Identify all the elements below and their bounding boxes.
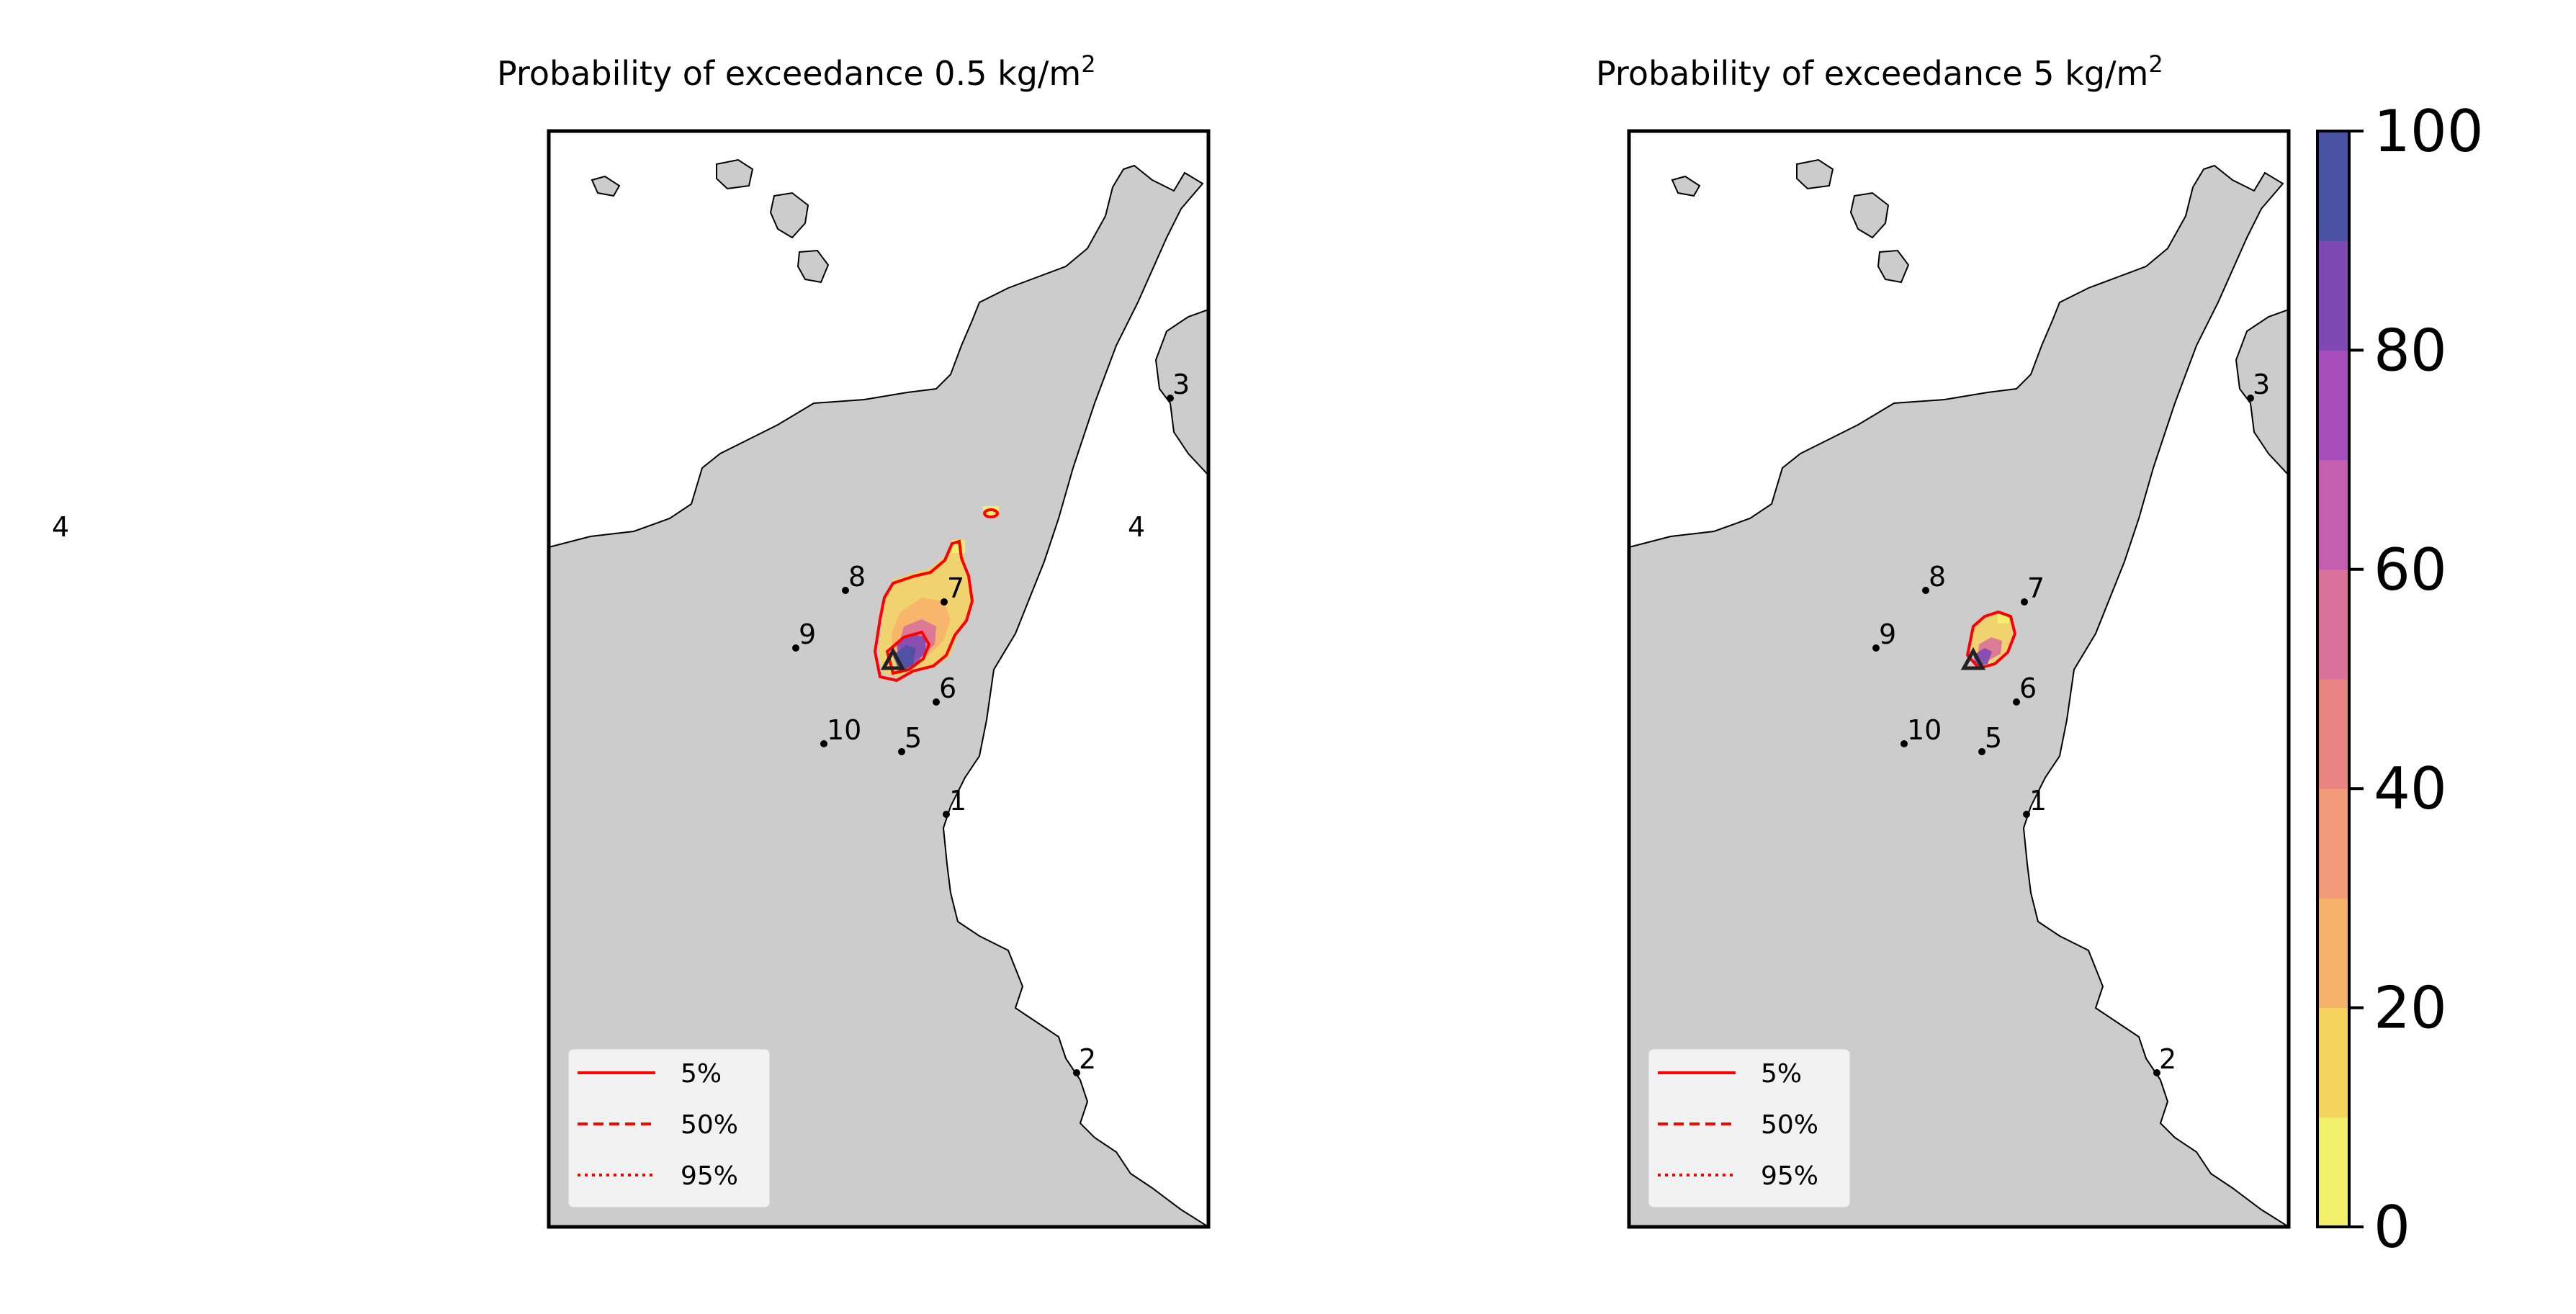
site-label: 1 — [949, 785, 966, 816]
colorbar-tick-label: 0 — [2374, 1194, 2410, 1261]
colorbar-segment — [2317, 1117, 2349, 1228]
site-label: 8 — [848, 561, 866, 593]
volcano-marker — [1960, 647, 1986, 670]
site-label: 10 — [1907, 714, 1942, 746]
legend-item-5: 5% — [681, 1059, 722, 1089]
island-3 — [1849, 192, 1890, 239]
map-right: Probability of exceedance 5 kg/m2 — [1596, 50, 2291, 1229]
island-4 — [1877, 249, 1910, 284]
site-label: 10 — [827, 714, 861, 746]
site-label: 3 — [2253, 369, 2270, 400]
site-label: 3 — [1172, 369, 1190, 400]
legend-item-5: 5% — [1761, 1059, 1802, 1089]
legend-item-50: 50% — [1761, 1110, 1818, 1140]
site-label: 7 — [2027, 572, 2045, 604]
sites-left: 1 2 3 4 5 6 7 8 9 10 — [792, 369, 1190, 1076]
colorbar-segment — [2317, 350, 2349, 461]
contour-5pct-left — [873, 539, 974, 683]
sites-right: 1 2 3 5 6 7 8 9 10 — [1872, 369, 2270, 1076]
island-1 — [591, 175, 621, 197]
colorbar-segment — [2317, 240, 2349, 351]
colorbar-ticks: 0 20 40 60 80 100 — [2349, 98, 2484, 1261]
site-label: 8 — [1929, 561, 1946, 593]
island-2 — [1796, 158, 1834, 190]
legend-right: 5% 50% 95% — [1646, 1047, 1852, 1210]
colorbar-segment — [2317, 131, 2349, 241]
map-left: Probability of exceedance 0.5 kg/m2 — [497, 50, 1211, 1229]
site-label: 4 — [1128, 511, 1145, 543]
colorbar-segment — [2317, 679, 2349, 789]
contour-5pct-right — [1965, 610, 2017, 670]
colorbar-segments — [2317, 131, 2349, 1228]
site-label: 1 — [2029, 785, 2047, 816]
site-label: 5 — [1985, 722, 2002, 754]
site-label: 9 — [1879, 618, 1896, 650]
map-left-frame — [547, 129, 1211, 1229]
map-right-frame — [1627, 129, 2291, 1229]
map-left-title: Probability of exceedance 0.5 kg/m2 — [497, 50, 1096, 93]
legend-item-50: 50% — [681, 1110, 738, 1140]
colorbar-tick-label: 40 — [2374, 755, 2447, 822]
colorbar-segment — [2317, 788, 2349, 899]
island-1 — [1671, 175, 1701, 197]
legend-item-95: 95% — [1761, 1161, 1818, 1191]
legend-item-95: 95% — [681, 1161, 738, 1191]
exceedance-field-left — [873, 506, 999, 683]
colorbar-segment — [2317, 1007, 2349, 1118]
exceedance-field-right — [1965, 610, 2017, 670]
land-mainland — [549, 164, 1208, 1227]
island-4 — [796, 249, 830, 284]
land-east — [2235, 308, 2289, 477]
colorbar-tick-label: 20 — [2374, 975, 2447, 1042]
colorbar-segment — [2317, 569, 2349, 680]
island-2 — [716, 158, 754, 190]
site-label: 6 — [939, 672, 956, 704]
site-label: 2 — [1079, 1043, 1096, 1075]
site-label: 9 — [799, 618, 816, 650]
colorbar-tick-label: 60 — [2374, 536, 2447, 603]
legend-left: 5% 50% 95% — [566, 1047, 772, 1210]
colorbar-tick-label: 80 — [2374, 317, 2447, 384]
colorbar-segment — [2317, 459, 2349, 570]
volcano-marker — [880, 647, 906, 670]
outer-site-label: 4 — [52, 511, 69, 543]
map-right-title: Probability of exceedance 5 kg/m2 — [1596, 50, 2163, 93]
site-label: 2 — [2159, 1043, 2176, 1075]
land-east — [1154, 308, 1208, 477]
colorbar-tick-label: 100 — [2374, 98, 2484, 165]
site-label: 7 — [947, 572, 964, 604]
colorbar-frame — [2316, 130, 2351, 1228]
site-label: 6 — [2019, 672, 2037, 704]
colorbar-segment — [2317, 898, 2349, 1009]
island-3 — [769, 192, 809, 239]
site-label: 5 — [905, 722, 922, 754]
land-mainland — [1629, 164, 2289, 1227]
colorbar: 0 20 40 60 80 100 — [2316, 98, 2484, 1261]
